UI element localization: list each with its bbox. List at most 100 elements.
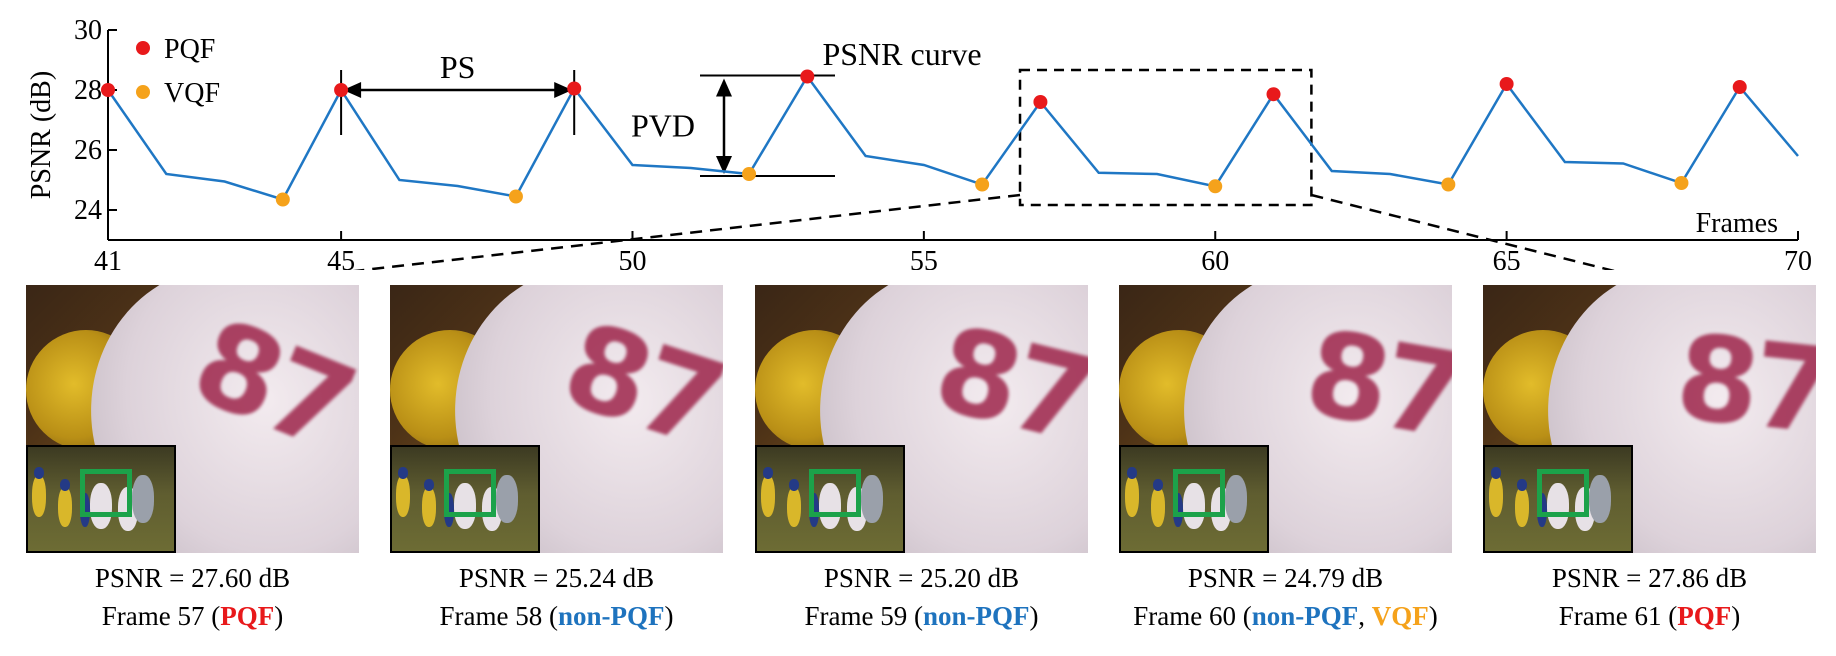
player-figure [787,487,801,527]
zoom-region-box [1537,469,1589,517]
y-axis-label: PSNR (dB) [26,71,57,199]
frame-label-close: ) [274,601,284,631]
zoom-connector-right [1311,193,1616,270]
vqf-point [742,167,757,181]
player-figure [34,467,44,479]
jersey-number: 87 [1670,307,1816,461]
full-frame-inset [390,445,540,553]
x-axis-label: Frames [1696,208,1778,239]
player-figure [58,487,72,527]
player-figure [454,483,476,529]
frame-type-tag: non-PQF [557,601,665,631]
player-figure [1127,467,1137,479]
frame-panel: 87 PSNR = 27.86 dB Frame 61 (PQF) [1483,285,1816,631]
player-figure [819,483,841,529]
jersey-number: 87 [1296,302,1452,466]
psnr-chart: 24 26 28 30 41 45 50 55 60 65 70 PSNR (dB) Frames PQF… [26,15,1812,270]
psnr-caption: PSNR = 27.86 dB [1551,563,1748,593]
frame-type-tag: PQF [220,601,275,631]
frame-label-close: ) [1029,601,1039,631]
x-tick-label: 45 [327,246,355,270]
player-figure [90,483,112,529]
zoom-region-box [1173,469,1225,517]
frame-label-close: ) [1731,601,1741,631]
y-tick-label: 30 [74,15,102,46]
frame-crop-image: 87 [26,285,359,553]
player-figure [1225,475,1247,523]
pvd-arrow-head-bottom [716,156,732,174]
player-figure [809,493,819,527]
player-figure [32,475,46,517]
legend-label-vqf: VQF [164,78,220,109]
x-tick-label: 41 [94,246,122,270]
psnr-caption: PSNR = 25.20 dB [823,563,1020,593]
full-frame-inset [755,445,905,553]
frame-panel: 87 PSNR = 25.20 dB Frame 59 (non-PQF) [755,285,1088,631]
zoom-box [1018,68,1313,207]
frame-crop-image: 87 [1119,285,1452,553]
x-tick-label: 55 [910,246,938,270]
player-figure [1517,479,1527,491]
pqf-point [101,83,115,97]
legend-label-pqf: PQF [164,34,215,65]
full-frame-inset [1119,445,1269,553]
player-figure [763,467,773,479]
player-figure [1537,493,1547,527]
player-figure [861,475,883,523]
zoom-region-box [809,469,861,517]
y-tick-label: 24 [74,195,102,226]
frame-label: Frame 59 ( [804,601,923,631]
vqf-point [975,177,990,192]
player-figure [1589,475,1611,523]
legend-marker-vqf [136,85,150,99]
player-figure [1515,487,1529,527]
player-figure [1491,467,1501,479]
frame-label-close: ) [1428,601,1438,631]
x-tick-label: 70 [1784,246,1812,270]
psnr-caption: PSNR = 24.79 dB [1187,563,1384,593]
vqf-point [1441,177,1456,192]
player-figure [398,467,408,479]
vqf-point [1674,176,1689,190]
frame-label-close: ) [664,601,674,631]
player-figure [444,493,454,527]
vqf-point [275,192,290,207]
frame-panel: 87 PSNR = 25.24 dB Frame 58 (non-PQF) [390,285,723,631]
frame-panel: 87 PSNR = 27.60 dB Frame 57 (PQF) [26,285,359,631]
frame-caption: Frame 57 (PQF) [0,599,389,633]
pqf-point [800,69,815,84]
frame-label: Frame 60 ( [1133,601,1252,631]
full-frame-inset [26,445,176,553]
frame-crop-image: 87 [390,285,723,553]
frame-type-tag: PQF [1677,601,1732,631]
frame-panel: 87 PSNR = 24.79 dB Frame 60 (non-PQF, VQF) [1119,285,1452,631]
player-figure [761,475,775,517]
frame-crop-image: 87 [1483,285,1816,553]
player-figure [424,479,434,491]
pqf-point [1732,80,1747,94]
player-figure [1547,483,1569,529]
frame-type-tag: non-PQF [922,601,1030,631]
frame-label: Frame 58 ( [439,601,558,631]
full-frame-inset [1483,445,1633,553]
psnr-curve-label: PSNR curve [822,36,981,72]
player-figure [396,475,410,517]
frame-caption: Frame 58 (non-PQF) [360,599,753,633]
player-figure [1489,475,1503,517]
x-tick-label: 60 [1201,246,1229,270]
vqf-point [1208,179,1223,194]
player-figure [132,475,154,523]
zoom-region-box [444,469,496,517]
frame-caption: Frame 59 (non-PQF) [725,599,1118,633]
player-figure [1125,475,1139,517]
frame-crop-image: 87 [755,285,1088,553]
x-tick-label: 65 [1493,246,1521,270]
frame-label: Frame 57 ( [101,601,221,631]
pqf-point [567,81,582,96]
x-tick-label: 50 [618,246,646,270]
player-figure [1173,493,1183,527]
player-figure [60,479,70,491]
ps-label: PS [440,49,476,85]
zoom-region-box [80,469,132,517]
pvd-arrow-head-top [716,78,732,97]
